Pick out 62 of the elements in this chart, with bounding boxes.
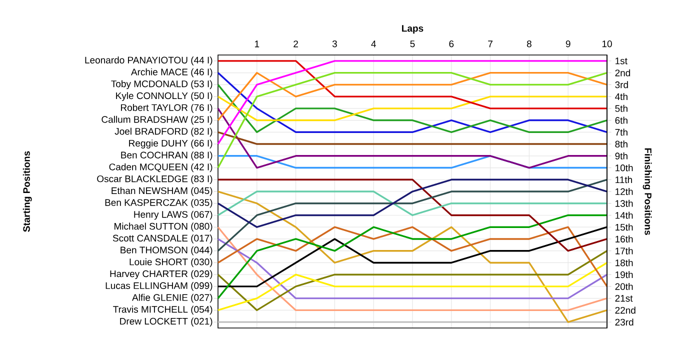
series-label: Toby MCDONALD (53 I) bbox=[111, 80, 212, 90]
series-label: Ethan NEWSHAM (045) bbox=[112, 187, 212, 196]
series-label: Joel BRADFORD (82 I) bbox=[114, 128, 212, 137]
series-label: Harvey CHARTER (029) bbox=[110, 270, 212, 280]
series-label: Travis MITCHELL (054) bbox=[113, 306, 212, 315]
y-tick-label: 8th bbox=[615, 140, 628, 148]
y-axis-title: Finishing Positions bbox=[642, 148, 652, 235]
series-label: Louie SHORT (030) bbox=[130, 258, 212, 268]
series-label: Robert TAYLOR (76 I) bbox=[121, 104, 212, 113]
y-tick-label: 7th bbox=[615, 128, 628, 136]
series-label: Leonardo PANAYIOTOU (44 I) bbox=[85, 56, 212, 66]
series-label: Alfie GLENIE (027) bbox=[132, 294, 212, 303]
y-tick-label: 20th bbox=[615, 282, 633, 290]
y-tick-label: 1st bbox=[616, 58, 628, 64]
y-tick-label: 21st bbox=[615, 294, 633, 302]
x-tick-label: 5 bbox=[410, 40, 415, 48]
x-tick-label: 2 bbox=[294, 40, 298, 48]
x-tick-label: 9 bbox=[566, 40, 570, 48]
x-tick-label: 6 bbox=[449, 40, 454, 48]
series-label: Callum BRADSHAW (25 I) bbox=[102, 116, 212, 125]
series-label: Drew LOCKETT (021) bbox=[120, 318, 212, 326]
series-label: Oscar BLACKLEDGE (83 I) bbox=[97, 175, 212, 184]
x-tick-label: 4 bbox=[371, 40, 376, 48]
y-tick-label: 18th bbox=[616, 259, 633, 266]
y-tick-label: 13th bbox=[616, 200, 633, 207]
series-label: Ben COCHRAN (88 I) bbox=[121, 151, 212, 160]
series-label: Henry LAWS (067) bbox=[134, 210, 212, 220]
y-tick-label: 5th bbox=[615, 104, 628, 112]
y-tick-label: 17th bbox=[616, 247, 633, 254]
y-tick-label: 22nd bbox=[615, 306, 636, 314]
y-tick-label: 4th bbox=[615, 93, 628, 100]
x-tick-label: 3 bbox=[332, 40, 337, 48]
y-tick-label: 15th bbox=[616, 224, 633, 231]
series-label: Kyle CONNOLLY (50 I) bbox=[116, 92, 212, 101]
y-tick-label: 12th bbox=[616, 188, 633, 195]
series-label: Ben THOMSON (044) bbox=[120, 246, 212, 256]
series-label: Ben KASPERCZAK (035) bbox=[105, 198, 212, 208]
line-series bbox=[217, 190, 608, 323]
series-label: Michael SUTTON (080) bbox=[114, 222, 212, 232]
line-series bbox=[217, 214, 608, 300]
x-tick-label: 8 bbox=[526, 40, 532, 48]
y-tick-label: 10th bbox=[616, 164, 633, 172]
series-label: Lucas ELLINGHAM (099) bbox=[106, 282, 212, 291]
x-tick-label: 10 bbox=[602, 40, 612, 48]
text: Starting Positions bbox=[22, 151, 32, 232]
line-series bbox=[217, 84, 608, 134]
x-tick-label: 1 bbox=[254, 40, 260, 48]
y-tick-label: 16th bbox=[616, 235, 633, 242]
y-tick-label: 6th bbox=[615, 116, 628, 124]
y-tick-label: 23rd bbox=[615, 318, 634, 326]
x-axis-title: Laps bbox=[402, 25, 424, 34]
y-tick-label: 3rd bbox=[615, 81, 628, 88]
y-tick-label: 11th bbox=[616, 176, 632, 184]
y-tick-label: 9th bbox=[615, 152, 628, 160]
x-tick-label: 7 bbox=[488, 40, 492, 48]
series-label: Archie MACE (46 I) bbox=[130, 68, 212, 78]
series-label: Caden MCQUEEN (42 I) bbox=[109, 163, 212, 172]
y-tick-label: 2nd bbox=[615, 69, 630, 76]
y-tick-label: 14th bbox=[616, 212, 633, 219]
series-label: Reggie DUHY (66 I) bbox=[129, 140, 212, 148]
y-tick-label: 19th bbox=[616, 271, 633, 278]
series-label: Scott CANSDALE (017) bbox=[112, 234, 212, 244]
